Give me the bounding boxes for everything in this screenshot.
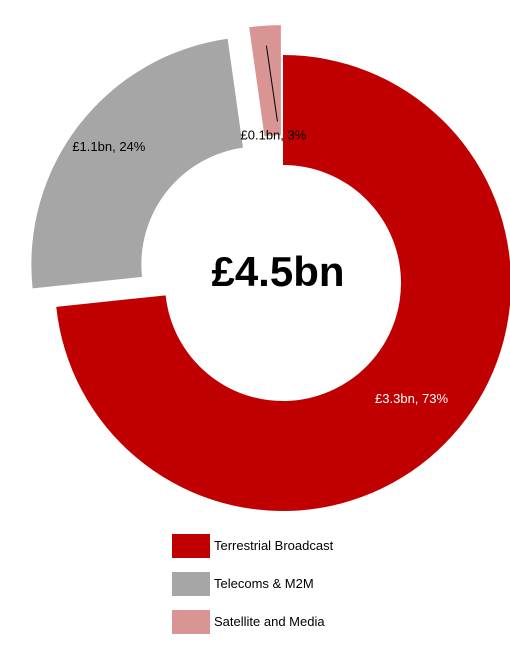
legend-swatch: [172, 572, 210, 596]
donut-chart: £3.3bn, 73% £1.1bn, 24% £0.1bn, 3% £4.5bn: [31, 25, 510, 511]
data-label: £3.3bn, 73%: [375, 391, 448, 406]
legend-swatch: [172, 610, 210, 634]
legend-label: Telecoms & M2M: [214, 576, 314, 591]
data-label: £1.1bn, 24%: [72, 139, 145, 154]
slice-satellite-and-media: [249, 25, 281, 137]
slice-telecoms-m2m: [31, 38, 243, 289]
leader-line: [265, 45, 278, 122]
slice-terrestrial-broadcast: [56, 55, 510, 511]
legend-label: Terrestrial Broadcast: [214, 538, 334, 553]
legend-swatch: [172, 534, 210, 558]
legend-label: Satellite and Media: [214, 614, 325, 629]
center-total-label: £4.5bn: [211, 248, 344, 295]
data-label: £0.1bn, 3%: [241, 127, 307, 142]
